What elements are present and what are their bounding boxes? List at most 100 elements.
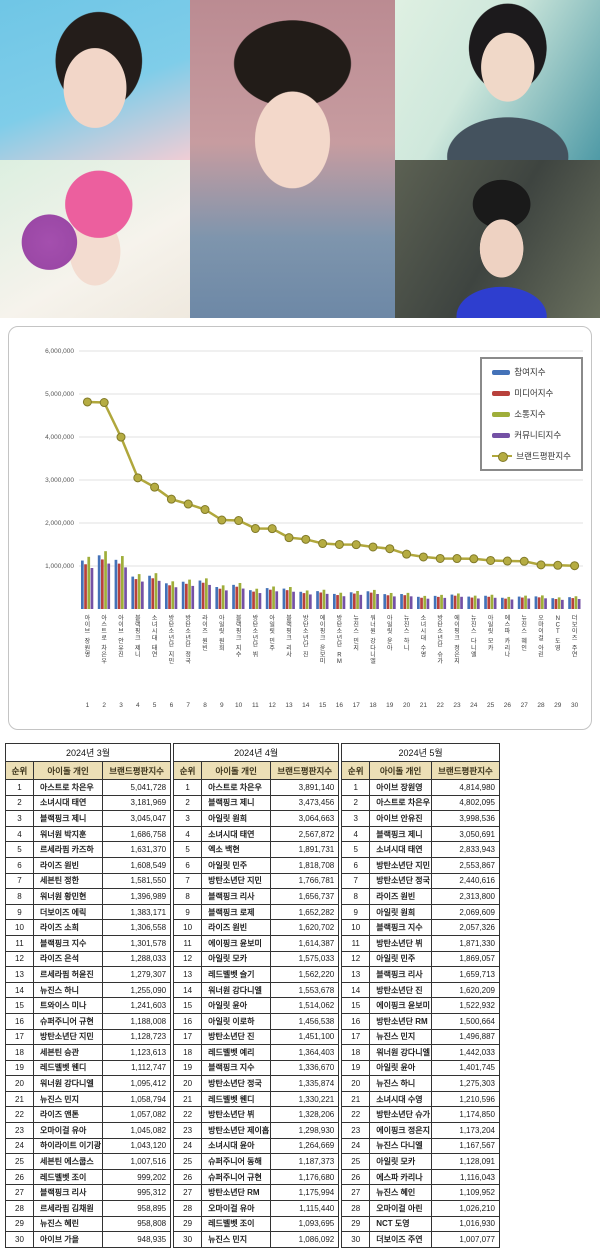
idol-name-cell: 소녀시대 태연 (201, 825, 272, 843)
table-row: 11 에이핑크 윤보미 1,614,387 (173, 934, 340, 952)
table-row: 14 방탄소년단 진 1,620,209 (341, 981, 500, 999)
idol-name-cell: 뉴진스 혜린 (32, 1215, 104, 1233)
rank-cell: 26 (341, 1168, 371, 1186)
table-row: 16 슈퍼주니어 규현 1,188,008 (5, 1012, 172, 1030)
idol-name-cell: 아일릿 원희 (201, 810, 272, 827)
brand-index-cell: 1,115,440 (270, 1200, 340, 1217)
rank-cell: 20 (5, 1075, 34, 1092)
svg-text:7: 7 (186, 702, 190, 709)
brand-index-cell: 1,336,670 (270, 1059, 340, 1077)
rank-cell: 23 (173, 1122, 203, 1139)
brand-index-cell: 1,522,932 (430, 997, 500, 1014)
idol-name-cell: 소녀시대 윤아 (201, 1137, 272, 1155)
idol-name-cell: 라이즈 원빈 (201, 919, 272, 936)
brand-index-cell: 958,895 (102, 1200, 172, 1217)
brand-index-cell: 1,364,403 (270, 1044, 340, 1061)
brand-index-cell: 1,608,549 (102, 856, 172, 874)
ranking-table: 2024년 5월 순위 아이돌 개인 브랜드평판지수 1 아이브 장원영 4,814,980… (341, 743, 500, 1248)
table-row: 1 아스트로 차은우 3,891,140 (173, 779, 340, 796)
rank-cell: 13 (173, 966, 203, 983)
photo-bottom-right (395, 160, 600, 318)
table-row: 30 아이브 가을 948,935 (5, 1231, 172, 1248)
table-row: 2 아스트로 차은우 4,802,095 (341, 794, 500, 812)
idol-name-cell: 에스파 카리나 (369, 1168, 432, 1186)
idol-name-cell: 레드벨벳 조이 (32, 1168, 104, 1186)
rank-cell: 20 (341, 1075, 371, 1092)
idol-name-cell: 세븐틴 정한 (32, 872, 104, 890)
brand-index-cell: 1,058,794 (102, 1090, 172, 1108)
table-row: 24 뉴진스 다니엘 1,167,567 (341, 1137, 500, 1155)
column-header: 브랜드평판지수 (430, 761, 500, 780)
rank-cell: 23 (341, 1122, 371, 1139)
svg-text:6,000,000: 6,000,000 (45, 348, 74, 355)
idol-name-cell: 오마이걸 유아 (32, 1122, 104, 1139)
legend-swatch-icon (492, 390, 511, 396)
rank-cell: 17 (173, 1028, 203, 1046)
rank-cell: 18 (341, 1044, 371, 1061)
brand-index-cell: 1,095,412 (102, 1075, 172, 1092)
brand-index-cell: 1,093,695 (270, 1215, 340, 1233)
rank-cell: 2 (5, 794, 34, 812)
brand-index-cell: 1,175,994 (270, 1184, 340, 1202)
table-row: 2 블랙핑크 제니 3,473,456 (173, 794, 340, 812)
rank-cell: 15 (5, 997, 34, 1014)
rank-cell: 9 (341, 903, 371, 921)
idol-photo-collage (0, 0, 600, 318)
legend-label: 커뮤니티지수 (514, 430, 562, 440)
rank-cell: 26 (173, 1168, 203, 1186)
table-row: 6 아일릿 민주 1,818,708 (173, 856, 340, 874)
table-row: 22 라이즈 앤톤 1,057,082 (5, 1106, 172, 1124)
svg-text:9: 9 (220, 702, 224, 709)
brand-index-cell: 1,301,578 (102, 934, 172, 952)
brand-index-cell: 3,064,663 (270, 810, 340, 827)
ranking-table: 2024년 3월 순위 아이돌 개인 브랜드평판지수 1 아스트로 차은우 5,041,72… (4, 743, 172, 1248)
rank-cell: 8 (341, 888, 371, 905)
legend-item: 소통지수 (492, 408, 571, 420)
table-row: 26 슈퍼주니어 규현 1,176,680 (173, 1168, 340, 1186)
table-row: 23 오마이걸 유아 1,045,082 (5, 1122, 172, 1139)
idol-name-cell: NCT 도영 (369, 1215, 432, 1233)
photo-top-left (0, 0, 190, 160)
table-row: 29 레드벨벳 조이 1,093,695 (173, 1215, 340, 1233)
idol-name-cell: 엑소 백현 (201, 841, 272, 858)
idol-name-cell: 소녀시대 태연 (369, 841, 432, 858)
rank-cell: 8 (5, 888, 34, 905)
table-row: 27 뉴진스 혜인 1,109,952 (341, 1184, 500, 1202)
rank-cell: 24 (173, 1137, 203, 1155)
svg-text:8: 8 (203, 702, 207, 709)
idol-name-cell: 르세라핌 김채원 (32, 1200, 104, 1217)
brand-index-cell: 995,312 (102, 1184, 172, 1202)
rank-cell: 5 (173, 841, 203, 858)
idol-name-cell: 워너원 박지훈 (32, 825, 104, 843)
table-row: 30 더보이즈 주연 1,007,077 (341, 1231, 500, 1248)
rank-cell: 8 (173, 888, 203, 905)
brand-index-cell: 1,401,745 (430, 1059, 500, 1077)
table-row: 8 워너원 황민현 1,396,989 (5, 888, 172, 905)
idol-name-cell: 라이즈 앤톤 (32, 1106, 104, 1124)
table-row: 7 방탄소년단 정국 2,440,616 (341, 872, 500, 890)
idol-name-cell: 더보이즈 에릭 (32, 903, 104, 921)
brand-index-cell: 1,255,090 (102, 981, 172, 999)
brand-index-cell: 1,456,538 (270, 1012, 340, 1030)
rank-cell: 20 (173, 1075, 203, 1092)
brand-index-cell: 1,298,930 (270, 1122, 340, 1139)
table-row: 12 라이즈 은석 1,288,033 (5, 950, 172, 968)
svg-text:12: 12 (269, 702, 277, 709)
rank-cell: 10 (173, 919, 203, 936)
idol-name-cell: 워너원 강다니엘 (369, 1044, 432, 1061)
brand-index-cell: 1,173,204 (430, 1122, 500, 1139)
table-row: 14 뉴진스 하니 1,255,090 (5, 981, 172, 999)
brand-index-cell: 958,808 (102, 1215, 172, 1233)
idol-name-cell: 뉴진스 민지 (369, 1028, 432, 1046)
idol-name-cell: 슈퍼주니어 규현 (32, 1012, 104, 1030)
